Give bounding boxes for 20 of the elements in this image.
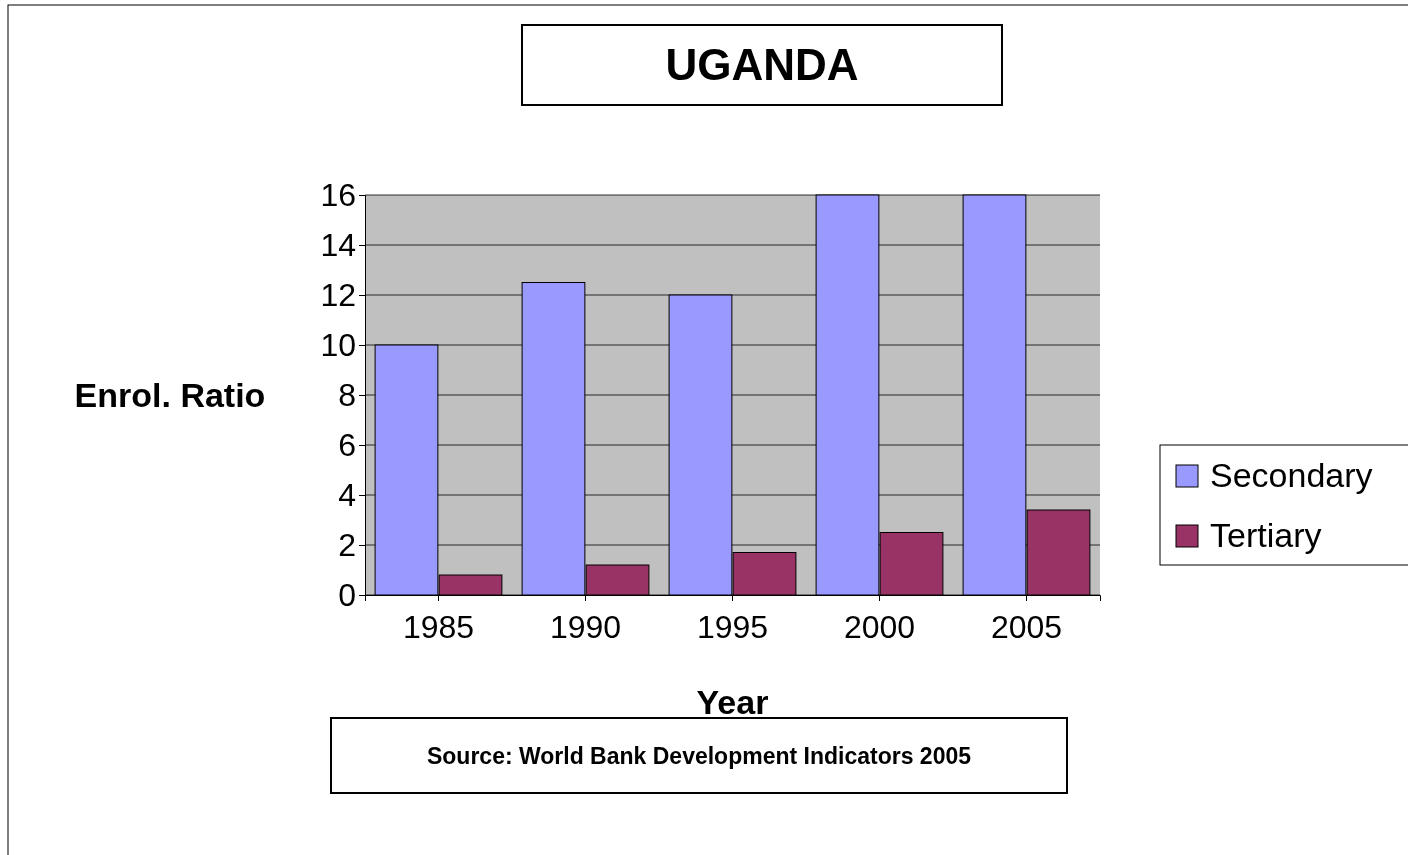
x-tick-label: 1995 [696,608,769,645]
x-tick-label: 2005 [990,608,1063,645]
source-note: Source: World Bank Development Indicators 2005 [426,743,972,769]
y-tick-label: 8 [338,376,356,413]
x-tick-label: 1985 [402,608,475,645]
x-tick-label: 1990 [549,608,622,645]
y-axis-title: Enrol. Ratio [74,376,266,414]
legend-label: Tertiary [1210,516,1322,554]
chart-title: UGANDA [665,40,859,89]
legend-label: Secondary [1210,456,1373,494]
y-tick-label: 12 [320,276,356,313]
y-tick-label: 4 [338,476,356,513]
y-tick-label: 16 [320,176,356,213]
y-tick-label: 10 [320,326,356,363]
y-tick-label: 2 [338,526,356,563]
y-tick-label: 14 [320,226,356,263]
y-tick-label: 0 [338,576,356,613]
y-tick-label: 6 [338,426,356,463]
x-axis-title: Year [696,683,769,721]
x-tick-label: 2000 [843,608,916,645]
